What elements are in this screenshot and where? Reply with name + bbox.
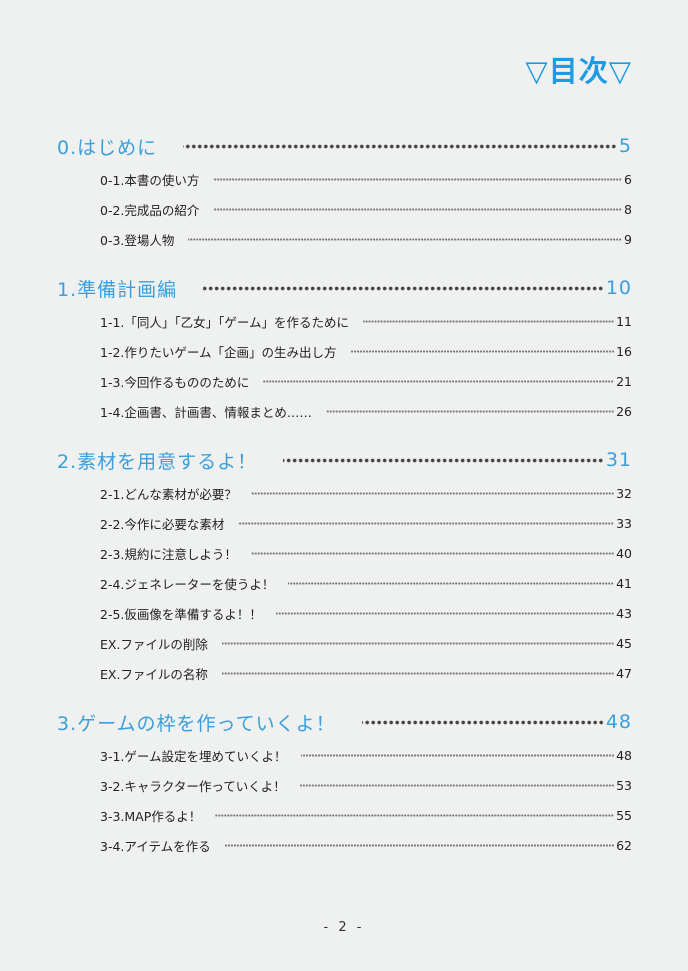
- toc-section[interactable]: 2.素材を用意するよ！ 31: [57, 442, 632, 478]
- toc-entry-page: 55: [616, 807, 632, 823]
- toc-entry[interactable]: 0-1.本書の使い方 6: [100, 164, 632, 194]
- toc-entry-label: 3-1.ゲーム設定を埋めていくよ！: [100, 748, 287, 764]
- toc-section-page: 31: [605, 449, 632, 471]
- toc-section[interactable]: 3.ゲームの枠を作っていくよ！ 48: [57, 704, 632, 740]
- dot-leader: [325, 409, 615, 413]
- toc-section[interactable]: 0.はじめに 5: [57, 128, 632, 164]
- toc-entry-page: 48: [616, 747, 632, 763]
- toc-entry-label: 0-3.登場人物: [100, 232, 175, 248]
- toc-entry-label: EX.ファイルの名称: [100, 666, 208, 682]
- toc-entry[interactable]: EX.ファイルの削除 45: [100, 628, 632, 658]
- toc-entry-page: 62: [616, 837, 632, 853]
- toc-entry[interactable]: 2-2.今作に必要な素材 33: [100, 508, 632, 538]
- toc-entry-page: 16: [616, 343, 632, 359]
- dot-leader: [250, 551, 615, 555]
- dot-leader: [361, 719, 604, 725]
- toc-entry-label: 3-4.アイテムを作る: [100, 838, 211, 854]
- toc-entry-label: 3-3.MAP作るよ！: [100, 808, 202, 824]
- toc-entry[interactable]: 3-1.ゲーム設定を埋めていくよ！ 48: [100, 740, 632, 770]
- toc-entry[interactable]: 2-3.規約に注意しよう！ 40: [100, 538, 632, 568]
- dot-leader: [188, 237, 623, 241]
- toc-entry-page: 40: [616, 545, 632, 561]
- toc-entry[interactable]: 2-4.ジェネレーターを使うよ！ 41: [100, 568, 632, 598]
- toc-entry-page: 9: [624, 231, 632, 247]
- toc-entry-page: 47: [616, 665, 632, 681]
- toc-entry[interactable]: 1-2.作りたいゲーム「企画」の生み出し方 16: [100, 336, 632, 366]
- toc-section-label: 0.はじめに: [57, 136, 158, 159]
- dot-leader: [288, 581, 615, 585]
- toc-section-page: 48: [605, 711, 632, 733]
- toc-entry-label: 3-2.キャラクター作っていくよ！: [100, 778, 286, 794]
- toc-entry-label: 0-2.完成品の紹介: [100, 202, 200, 218]
- toc-entry-page: 45: [616, 635, 632, 651]
- toc-entry-page: 33: [616, 515, 632, 531]
- dot-leader: [250, 491, 615, 495]
- toc-entry-page: 41: [616, 575, 632, 591]
- toc-entry[interactable]: 3-3.MAP作るよ！ 55: [100, 800, 632, 830]
- toc-entry-label: 2-3.規約に注意しよう！: [100, 546, 237, 562]
- toc-entry-page: 11: [616, 313, 632, 329]
- dot-leader: [203, 285, 604, 291]
- toc-entry[interactable]: 2-1.どんな素材が必要？ 32: [100, 478, 632, 508]
- toc-entry-page: 21: [616, 373, 632, 389]
- dot-leader: [238, 521, 615, 525]
- toc-entry-label: EX.ファイルの削除: [100, 636, 208, 652]
- toc-entry-label: 1-1.「同人」「乙女」「ゲーム」を作るために: [100, 314, 350, 330]
- dot-leader: [300, 753, 615, 757]
- toc-entry-label: 2-4.ジェネレーターを使うよ！: [100, 576, 275, 592]
- toc-section-page: 10: [605, 277, 632, 299]
- toc-entry[interactable]: 1-1.「同人」「乙女」「ゲーム」を作るために 11: [100, 306, 632, 336]
- toc-section-page: 5: [618, 135, 632, 157]
- toc-section-label: 3.ゲームの枠を作っていくよ！: [57, 712, 336, 735]
- dot-leader: [363, 319, 615, 323]
- toc-entry[interactable]: EX.ファイルの名称 47: [100, 658, 632, 688]
- dot-leader: [215, 813, 615, 817]
- toc-entry-page: 32: [616, 485, 632, 501]
- toc-section-label: 1.準備計画編: [57, 278, 178, 301]
- toc-entry-page: 43: [616, 605, 632, 621]
- toc-entry-label: 0-1.本書の使い方: [100, 172, 200, 188]
- toc-entry-label: 2-1.どんな素材が必要？: [100, 486, 237, 502]
- toc-entry-label: 2-5.仮画像を準備するよ！！: [100, 606, 262, 622]
- toc-entry[interactable]: 3-2.キャラクター作っていくよ！ 53: [100, 770, 632, 800]
- dot-leader: [221, 671, 615, 675]
- toc-entry[interactable]: 0-3.登場人物 9: [100, 224, 632, 254]
- toc-entry-page: 53: [616, 777, 632, 793]
- toc-title: ▽目次▽: [525, 54, 632, 88]
- toc-section[interactable]: 1.準備計画編 10: [57, 270, 632, 306]
- toc-entry[interactable]: 3-4.アイテムを作る 62: [100, 830, 632, 860]
- toc-entry[interactable]: 0-2.完成品の紹介 8: [100, 194, 632, 224]
- dot-leader: [213, 177, 623, 181]
- toc-entry[interactable]: 1-4.企画書、計画書、情報まとめ…… 26: [100, 396, 632, 426]
- toc-section-label: 2.素材を用意するよ！: [57, 450, 258, 473]
- dot-leader: [183, 143, 617, 149]
- dot-leader: [275, 611, 615, 615]
- toc-entry[interactable]: 2-5.仮画像を準備するよ！！ 43: [100, 598, 632, 628]
- toc-entry-label: 1-4.企画書、計画書、情報まとめ……: [100, 404, 312, 420]
- dot-leader: [213, 207, 623, 211]
- dot-leader: [224, 843, 615, 847]
- toc-entry-page: 8: [624, 201, 632, 217]
- toc-entry[interactable]: 1-3.今回作るもののために 21: [100, 366, 632, 396]
- toc-entry-page: 26: [616, 403, 632, 419]
- toc-entry-label: 2-2.今作に必要な素材: [100, 516, 225, 532]
- toc-entry-page: 6: [624, 171, 632, 187]
- dot-leader: [263, 379, 615, 383]
- dot-leader: [299, 783, 615, 787]
- dot-leader: [350, 349, 615, 353]
- dot-leader: [283, 457, 604, 463]
- page-number: - 2 -: [323, 920, 365, 935]
- dot-leader: [221, 641, 615, 645]
- toc-entry-label: 1-2.作りたいゲーム「企画」の生み出し方: [100, 344, 337, 360]
- toc-entry-label: 1-3.今回作るもののために: [100, 374, 250, 390]
- table-of-contents: 0.はじめに 5 0-1.本書の使い方 6 0-2.完成品の紹介 8 0-3.登場人物 9 1.…: [57, 128, 632, 860]
